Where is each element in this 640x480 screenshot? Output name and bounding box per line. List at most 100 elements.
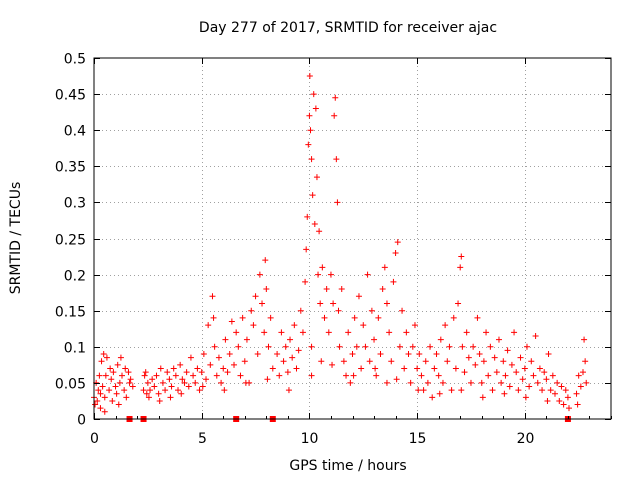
data-point — [517, 354, 524, 361]
data-point — [213, 372, 220, 379]
data-point — [164, 369, 171, 376]
data-point — [415, 387, 422, 394]
data-point — [119, 372, 126, 379]
data-point — [129, 383, 136, 390]
data-point — [101, 408, 108, 415]
data-point — [474, 314, 481, 321]
data-point — [261, 329, 268, 336]
data-point — [521, 365, 528, 372]
data-point — [564, 394, 571, 401]
data-point — [97, 390, 104, 397]
data-point — [215, 354, 222, 361]
data-point — [498, 379, 505, 386]
data-point — [358, 365, 365, 372]
data-point — [581, 336, 588, 343]
data-point — [420, 387, 427, 394]
data-point — [248, 307, 255, 314]
data-point — [577, 383, 584, 390]
data-point — [558, 383, 565, 390]
data-point — [405, 351, 412, 358]
data-point — [190, 372, 197, 379]
data-point — [220, 365, 227, 372]
data-point — [198, 369, 205, 376]
data-point — [207, 361, 214, 368]
data-point — [147, 387, 154, 394]
data-point — [495, 336, 502, 343]
data-point — [162, 387, 169, 394]
data-point — [108, 376, 115, 383]
data-point — [172, 372, 179, 379]
data-point — [321, 314, 328, 321]
data-point — [547, 387, 554, 394]
data-point — [436, 390, 443, 397]
data-point — [472, 361, 479, 368]
y-tick-label: 0.5 — [64, 52, 86, 68]
data-point — [446, 343, 453, 350]
data-point — [316, 228, 323, 235]
data-point — [181, 379, 188, 386]
data-point — [145, 394, 152, 401]
data-point — [522, 394, 529, 401]
data-point — [461, 369, 468, 376]
data-point — [506, 383, 513, 390]
data-point — [306, 112, 313, 119]
data-point — [95, 387, 102, 394]
data-point — [297, 307, 304, 314]
axes: 0 0.05 0.1 0.15 0.2 0.25 0.3 0.35 0.4 0.45 0.5 0 5 10… — [55, 52, 612, 447]
x-tick-label: 5 — [198, 431, 207, 447]
data-point — [396, 343, 403, 350]
y-tick-label: 0.25 — [55, 233, 86, 249]
data-point — [291, 322, 298, 329]
data-point — [556, 397, 563, 404]
data-point — [504, 347, 511, 354]
data-point — [256, 271, 263, 278]
data-point — [478, 379, 485, 386]
data-point — [349, 351, 356, 358]
data-point — [579, 369, 586, 376]
data-point — [333, 156, 340, 163]
data-point — [414, 365, 421, 372]
data-point — [156, 397, 163, 404]
data-point — [383, 379, 390, 386]
data-point — [429, 394, 436, 401]
data-point — [500, 358, 507, 365]
data-point — [338, 286, 345, 293]
data-point — [485, 372, 492, 379]
x-tick-label: 15 — [409, 431, 427, 447]
data-point — [532, 332, 539, 339]
data-point — [167, 394, 174, 401]
data-point — [431, 365, 438, 372]
data-point — [218, 379, 225, 386]
data-point — [452, 365, 459, 372]
y-axis-label: SRMTID / TECUs — [8, 182, 24, 295]
data-point — [117, 354, 124, 361]
data-point — [351, 314, 358, 321]
data-point — [194, 365, 201, 372]
data-point — [381, 264, 388, 271]
data-point — [422, 358, 429, 365]
data-point — [263, 286, 270, 293]
x-axis-label: GPS time / hours — [289, 458, 406, 474]
data-point — [511, 329, 518, 336]
data-point — [224, 369, 231, 376]
data-point — [243, 336, 250, 343]
y-tick-label: 0.4 — [64, 124, 86, 140]
data-point — [519, 376, 526, 383]
data-point — [101, 394, 108, 401]
y-tick-label: 0.45 — [55, 88, 86, 104]
data-point — [536, 365, 543, 372]
data-point — [237, 372, 244, 379]
data-point — [372, 365, 379, 372]
data-point — [121, 387, 128, 394]
data-point — [280, 358, 287, 365]
data-point — [360, 322, 367, 329]
data-point — [178, 390, 185, 397]
data-point — [467, 379, 474, 386]
data-point — [99, 383, 106, 390]
data-point — [448, 387, 455, 394]
data-point — [102, 372, 109, 379]
data-point — [241, 358, 248, 365]
data-point — [403, 329, 410, 336]
data-point — [285, 387, 292, 394]
